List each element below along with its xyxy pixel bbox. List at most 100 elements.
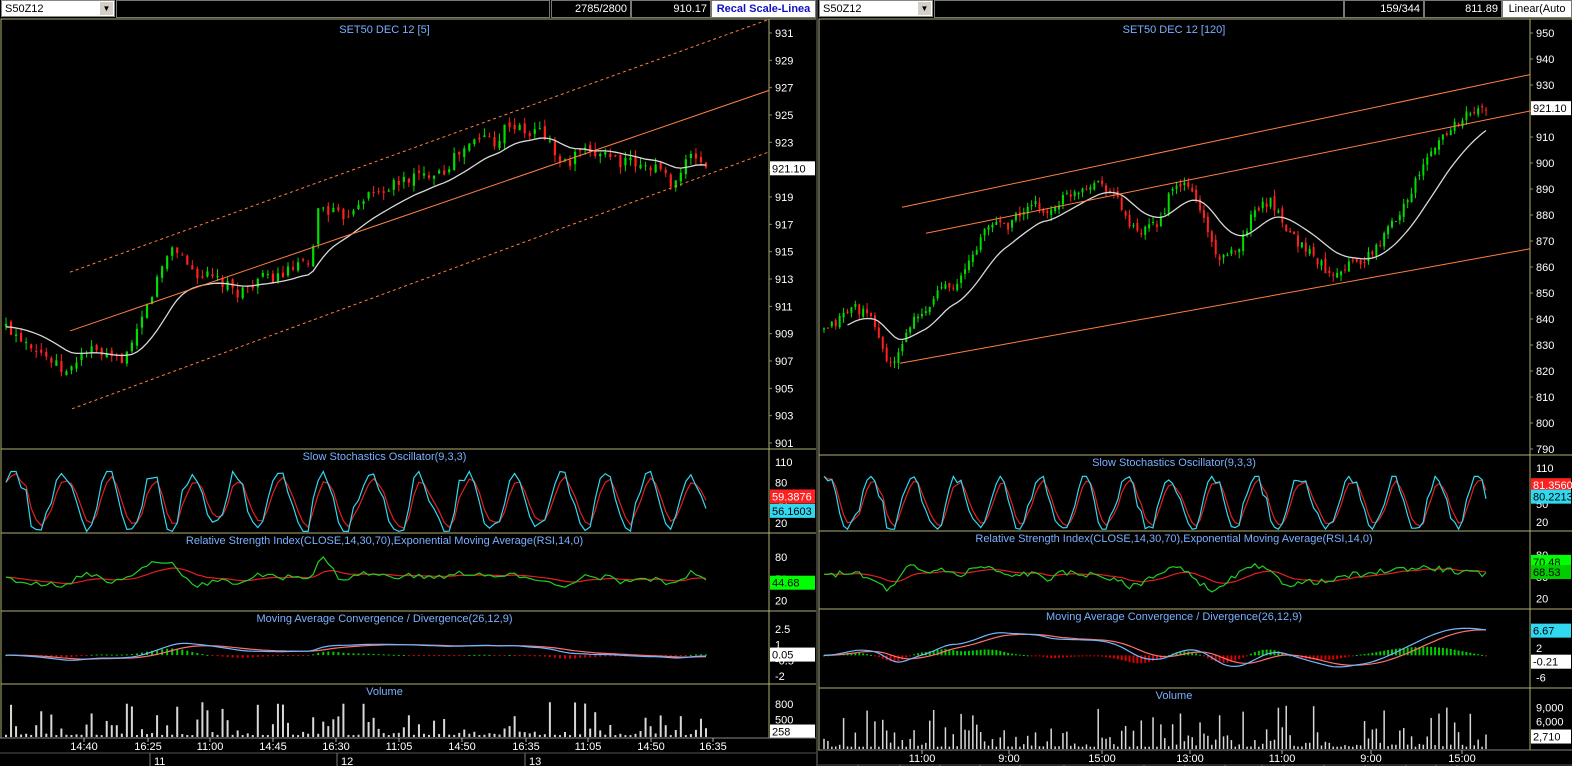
right-macd-panel-histogram-bar xyxy=(1406,647,1409,656)
right-candle-body xyxy=(1398,215,1401,221)
left-candle-body xyxy=(518,125,521,131)
left-macd-panel-histogram-bar xyxy=(684,655,687,657)
left-candle-body xyxy=(120,353,123,364)
left-macd-panel-histogram-bar xyxy=(292,655,295,657)
right-macd-panel-histogram-bar xyxy=(1359,654,1362,656)
left-time-label-0: 14:40 xyxy=(70,741,98,753)
left-macd-panel-histogram-bar xyxy=(699,654,702,656)
left-macd-panel-histogram-bar xyxy=(327,651,330,656)
right-time-label-6: 15:00 xyxy=(1448,753,1476,765)
right-candle-body xyxy=(1242,234,1245,252)
right-macd-panel-histogram-bar xyxy=(932,650,935,656)
right-candle-body xyxy=(1038,202,1041,210)
right-candle-body xyxy=(1418,174,1421,176)
right-volume-value-badge xyxy=(1531,729,1571,744)
left-candle-body xyxy=(65,371,68,375)
right-range-readout: 159/344 xyxy=(1344,0,1424,18)
left-stoch-panel-tick-1: 80 xyxy=(775,477,787,489)
left-price-tick-6: 919 xyxy=(775,192,793,204)
left-candle-body xyxy=(639,164,642,169)
left-scale-button[interactable]: Recal Scale-Linea xyxy=(711,0,816,18)
right-candle-body xyxy=(1179,183,1182,187)
right-scale-button[interactable]: Linear(Auto xyxy=(1502,0,1572,18)
left-macd-panel-histogram-bar xyxy=(181,649,184,656)
left-candle-body xyxy=(654,164,657,173)
right-macd-panel-histogram-bar xyxy=(1477,654,1480,656)
left-chart-canvas[interactable]: 9319299279259239219199179159139119099079… xyxy=(0,0,816,766)
left-macd-panel-histogram-bar xyxy=(196,653,199,656)
left-date-label-0: 11 xyxy=(154,756,165,766)
chevron-down-icon[interactable]: ▼ xyxy=(100,2,113,15)
left-macd-panel-histogram-bar xyxy=(609,655,612,657)
left-macd-panel-histogram-bar xyxy=(407,655,410,657)
left-candle-body xyxy=(186,255,189,265)
left-candle-body xyxy=(528,133,531,136)
left-symbol-value: S50Z12 xyxy=(5,3,44,15)
right-stoch-value2: 80.2213 xyxy=(1533,492,1572,504)
right-macd-panel-histogram-bar xyxy=(889,655,892,662)
right-candle-body xyxy=(1081,188,1084,193)
right-candle-body xyxy=(967,260,970,271)
right-macd-panel-histogram-bar xyxy=(1030,655,1033,657)
left-candle-body xyxy=(458,151,461,155)
right-candle-body xyxy=(826,327,829,329)
right-macd-panel-histogram-bar xyxy=(1340,655,1343,659)
right-candle-body xyxy=(1485,109,1487,111)
right-macd-panel-histogram-bar xyxy=(1132,655,1135,663)
chevron-down-icon[interactable]: ▼ xyxy=(918,2,931,15)
right-candle-body xyxy=(1343,269,1346,271)
left-macd-panel-histogram-bar xyxy=(251,655,254,658)
right-macd-panel-histogram-bar xyxy=(1061,655,1064,658)
left-macd-panel-histogram-bar xyxy=(453,655,456,657)
right-macd-panel-histogram-bar xyxy=(1465,651,1468,656)
left-macd-panel-histogram-bar xyxy=(594,655,597,658)
left-macd-panel-histogram-bar xyxy=(488,654,491,656)
left-candle-body xyxy=(599,153,602,157)
left-macd-panel-histogram-bar xyxy=(85,655,88,657)
left-price-tick-8: 915 xyxy=(775,247,793,259)
right-symbol-select[interactable]: S50Z12 ▼ xyxy=(819,0,933,17)
right-candle-body xyxy=(1175,185,1178,189)
left-macd-panel-histogram-bar xyxy=(478,654,481,656)
right-macd-panel-histogram-bar xyxy=(956,650,959,656)
pane-divider[interactable] xyxy=(816,0,818,766)
right-macd-panel-histogram-bar xyxy=(1034,655,1037,657)
left-macd-panel-histogram-bar xyxy=(473,654,476,656)
right-candle-body xyxy=(1312,246,1315,256)
right-chart-canvas[interactable]: 9509409309209109008908808708608508408308… xyxy=(818,0,1572,766)
right-toolbar-blank xyxy=(934,0,1344,18)
right-macd-panel-histogram-bar xyxy=(1077,655,1080,657)
right-macd-panel-histogram-bar xyxy=(1022,654,1025,656)
left-macd-panel-histogram-bar xyxy=(705,654,707,656)
right-macd-panel-histogram-bar xyxy=(1128,655,1131,663)
right-price-tick-15: 800 xyxy=(1536,418,1554,430)
right-rsi-line xyxy=(823,562,1487,593)
right-candle-body xyxy=(956,283,959,291)
right-candle-body xyxy=(1308,248,1311,254)
right-macd-panel-histogram-bar xyxy=(1179,651,1182,656)
right-candle-body xyxy=(830,321,833,327)
left-candle-body xyxy=(347,216,350,218)
right-price-tick-11: 840 xyxy=(1536,314,1554,326)
right-candle-body xyxy=(901,343,904,352)
left-price-tick-12: 907 xyxy=(775,356,793,368)
right-candle-body xyxy=(1061,194,1064,205)
left-candle-body xyxy=(553,141,557,156)
left-macd-panel-histogram-bar xyxy=(458,655,461,657)
left-candle-body xyxy=(538,127,541,129)
right-macd-panel-histogram-bar xyxy=(1191,652,1194,656)
left-macd-panel-histogram-bar xyxy=(266,655,269,657)
right-macd-panel-histogram-bar xyxy=(1457,650,1460,656)
left-symbol-select[interactable]: S50Z12 ▼ xyxy=(1,0,115,17)
right-candle-body xyxy=(920,313,923,317)
left-chart-pane: S50Z12 ▼ 2785/2800 910.17 Recal Scale-Li… xyxy=(0,0,816,766)
right-candle-body xyxy=(1414,178,1417,193)
right-macd-panel-histogram-bar xyxy=(1383,650,1386,656)
left-candle-body xyxy=(296,262,300,271)
right-macd-panel-histogram-bar xyxy=(1485,655,1487,657)
left-time-label-9: 14:50 xyxy=(637,741,665,753)
left-macd-panel-histogram-bar xyxy=(256,655,259,657)
left-candle-body xyxy=(589,144,592,153)
right-macd-panel-histogram-bar xyxy=(1081,655,1084,657)
left-macd-panel-histogram-bar xyxy=(337,652,340,656)
